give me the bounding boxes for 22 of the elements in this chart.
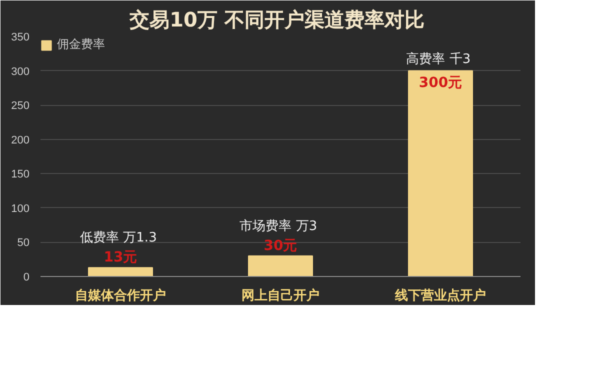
y-tick-label: 150 [11,168,30,181]
x-tick-label: 自媒体合作开户 [75,288,166,302]
data-label: 300元 [418,74,462,91]
annotation: 高费率 千3 [406,50,471,67]
y-tick-label: 100 [11,202,30,215]
chart-title: 交易10万 不同开户渠道费率对比 [128,8,424,32]
annotation: 市场费率 万3 [240,218,318,234]
y-tick-label: 350 [11,32,30,44]
y-tick-label: 0 [23,272,30,284]
data-label: 13元 [104,250,138,266]
y-tick-label: 50 [17,237,30,250]
bar [88,267,153,276]
x-tick-label: 网上自己开户 [242,288,320,302]
y-tick-label: 250 [11,100,30,112]
bar [408,70,473,276]
data-label: 30元 [264,238,298,254]
y-tick-label: 200 [11,134,30,146]
x-tick-label: 线下营业点开户 [394,288,486,302]
bar [248,255,313,276]
y-tick-label: 300 [11,66,30,78]
annotation: 低费率 万1.3 [80,230,157,246]
legend-label: 佣金费率 [57,36,105,53]
